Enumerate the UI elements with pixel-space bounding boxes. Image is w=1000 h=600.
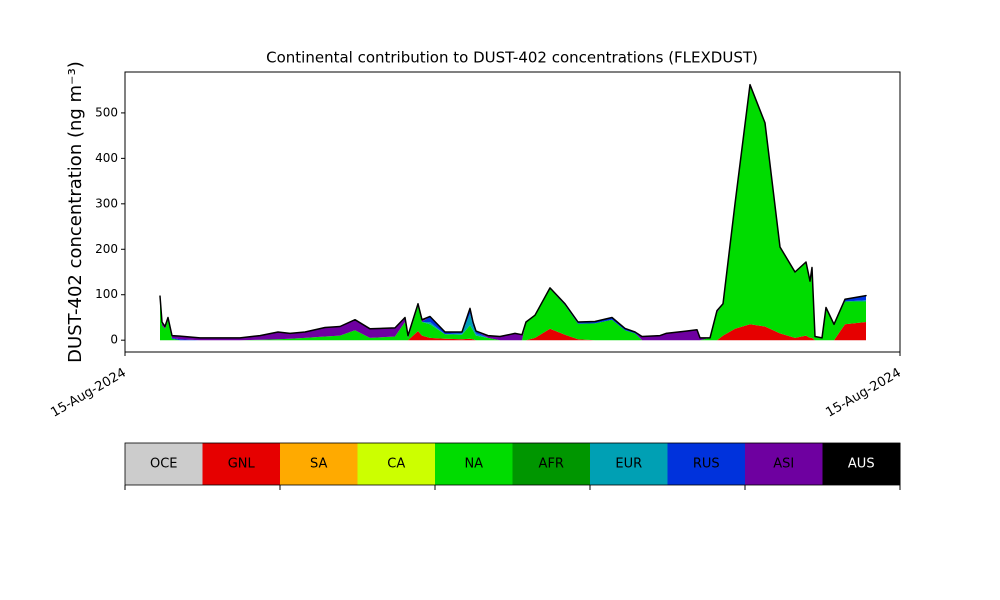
legend-swatch: [125, 443, 203, 485]
legend-swatch: [745, 443, 823, 485]
legend-swatch: [822, 443, 901, 485]
legend-swatch: [357, 443, 436, 485]
y-tick-label: 0: [110, 333, 118, 347]
legend-swatch: [590, 443, 668, 485]
legend-swatch: [667, 443, 746, 485]
legend-label: EUR: [615, 457, 642, 472]
area: [160, 84, 866, 341]
chart-title: Continental contribution to DUST-402 con…: [266, 49, 758, 67]
legend-label: ASI: [773, 457, 794, 472]
legend-label: SA: [310, 457, 327, 472]
legend-swatch: [512, 443, 591, 485]
y-tick-label: 500: [95, 105, 118, 119]
area: [159, 83, 867, 339]
legend-label: RUS: [693, 457, 720, 472]
legend-label: OCE: [150, 457, 178, 472]
y-tick-label: 300: [95, 196, 118, 210]
legend-frame: [124, 442, 901, 486]
legend-label: GNL: [228, 457, 256, 472]
legend-label: NA: [464, 457, 483, 472]
legend-label: AFR: [539, 457, 564, 472]
legend-swatch: [202, 443, 281, 485]
area: [160, 322, 866, 341]
y-tick-label: 200: [95, 242, 118, 256]
plot-frame: [124, 71, 901, 353]
legend-swatch: [435, 443, 513, 485]
legend-label: AUS: [848, 457, 875, 472]
y-axis-label: DUST-402 concentration (ng m⁻³): [65, 61, 86, 363]
legend-swatch: [280, 443, 358, 485]
y-tick-label: 100: [95, 287, 118, 301]
legend-label: CA: [387, 457, 405, 472]
y-tick-label: 400: [95, 151, 118, 165]
